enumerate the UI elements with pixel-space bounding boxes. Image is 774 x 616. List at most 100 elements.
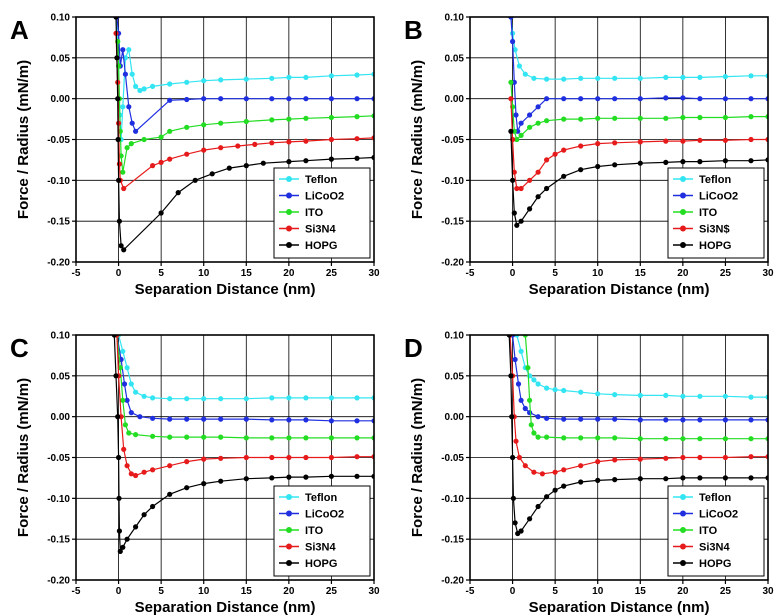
data-point	[260, 160, 266, 166]
y-tick-label: 0.05	[51, 53, 71, 64]
panel-label: D	[404, 333, 423, 363]
data-point	[512, 47, 518, 53]
data-point	[680, 74, 686, 80]
data-point	[527, 397, 533, 403]
data-point	[328, 473, 334, 479]
legend: Teflon LiCoO2 ITO Si3N4 HOPG	[273, 167, 371, 259]
data-point	[595, 75, 601, 81]
x-tick-label: 0	[116, 268, 122, 279]
y-tick-label: 0.10	[445, 13, 465, 24]
data-point	[167, 416, 173, 422]
data-point	[243, 118, 249, 125]
data-point	[121, 446, 127, 452]
data-point	[697, 417, 703, 423]
x-tick-label: 5	[552, 586, 558, 597]
y-tick-label: -0.05	[441, 135, 464, 146]
data-point	[150, 395, 156, 401]
data-point	[535, 414, 541, 420]
data-point	[527, 112, 533, 118]
data-point	[722, 74, 729, 80]
data-point	[128, 410, 134, 416]
data-point	[303, 435, 309, 441]
data-point	[612, 457, 618, 463]
data-point	[748, 114, 754, 120]
legend-label: ITO	[305, 207, 324, 219]
data-point	[637, 160, 643, 166]
data-point	[697, 137, 703, 143]
data-point	[561, 116, 567, 122]
legend-swatch-marker	[286, 494, 292, 500]
data-point	[612, 477, 618, 483]
data-point	[133, 128, 139, 134]
data-point	[722, 114, 729, 121]
series-hopg	[508, 128, 768, 228]
data-point	[561, 483, 567, 489]
x-tick-label: 15	[241, 586, 253, 597]
data-point	[518, 218, 524, 224]
series-licoo2	[510, 335, 768, 423]
data-point	[527, 206, 533, 212]
data-point	[113, 373, 119, 379]
data-point	[525, 365, 531, 371]
data-point	[133, 389, 139, 395]
data-point	[286, 417, 292, 423]
legend-swatch-marker	[286, 209, 292, 215]
data-point	[243, 435, 249, 441]
data-point	[518, 528, 524, 534]
data-point	[167, 434, 173, 440]
data-point	[595, 96, 601, 102]
data-point	[184, 124, 190, 130]
data-point	[137, 414, 143, 420]
legend-label: LiCoO2	[699, 191, 738, 203]
y-tick-label: -0.10	[47, 494, 70, 505]
data-point	[116, 495, 122, 501]
legend-item: LiCoO2	[279, 509, 344, 521]
data-point	[286, 435, 292, 441]
data-point	[578, 143, 584, 149]
data-point	[561, 173, 567, 179]
data-point	[184, 459, 190, 465]
legend-swatch-marker	[286, 527, 292, 533]
x-tick-label: 25	[326, 586, 338, 597]
data-point	[218, 455, 224, 461]
data-point	[578, 463, 584, 469]
data-point	[680, 159, 686, 165]
y-tick-label: -0.15	[47, 217, 70, 228]
data-point	[150, 163, 156, 169]
data-point	[637, 476, 643, 482]
data-point	[637, 96, 643, 102]
data-point	[578, 96, 584, 102]
data-point	[133, 432, 139, 438]
data-point	[637, 75, 643, 81]
data-point	[354, 418, 360, 424]
x-tick-label: 5	[158, 586, 164, 597]
data-point	[126, 430, 132, 436]
data-point	[528, 422, 534, 428]
legend-label: HOPG	[699, 240, 731, 252]
data-point	[328, 454, 334, 461]
series-line	[116, 335, 374, 439]
data-point	[328, 114, 334, 121]
data-point	[184, 434, 190, 440]
data-point	[513, 438, 519, 444]
y-tick-label: 0.10	[51, 331, 71, 342]
data-point	[531, 75, 537, 81]
data-point	[218, 120, 224, 126]
data-point	[286, 139, 292, 145]
data-point	[218, 416, 224, 422]
data-point	[663, 417, 669, 423]
data-point	[269, 454, 275, 461]
data-point	[515, 381, 522, 387]
data-point	[722, 393, 729, 399]
y-tick-label: -0.05	[47, 135, 70, 146]
data-point	[512, 356, 518, 363]
data-point	[612, 435, 618, 441]
data-point	[535, 381, 541, 387]
legend-item: HOPG	[279, 558, 337, 570]
data-point	[637, 436, 643, 442]
data-point	[328, 156, 334, 162]
data-point	[150, 415, 156, 421]
x-tick-label: 20	[283, 268, 295, 279]
data-point	[303, 115, 309, 121]
data-point	[722, 417, 729, 423]
